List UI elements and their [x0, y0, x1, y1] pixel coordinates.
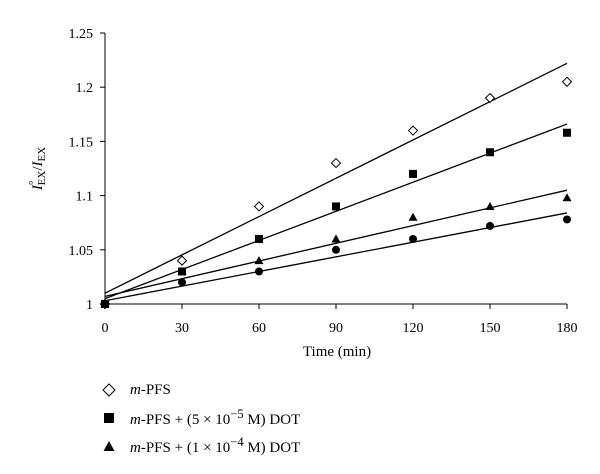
point-triangle-1 — [177, 266, 187, 275]
point-diamond-open-2 — [253, 201, 265, 212]
point-circle-6 — [563, 215, 571, 224]
point-triangle-2 — [254, 256, 264, 265]
y-tick-label: 1.15 — [69, 135, 94, 150]
legend-item-m-pfs-5e-5-dot: m-PFS + (5 × 10−5 M) DOT — [102, 404, 522, 432]
x-tick-label: 120 — [403, 321, 424, 336]
y-tick-label: 1 — [86, 298, 93, 313]
y-tick-label: 1.2 — [76, 81, 94, 96]
point-diamond-open-4 — [407, 125, 419, 136]
x-tick-label: 60 — [252, 321, 266, 336]
point-diamond-open-6 — [561, 76, 573, 87]
tick-labels: 1 1.05 1.1 1.15 1.2 1.25 0 30 60 90 120 150 180 — [69, 27, 578, 336]
legend-label: m-PFS + (1 × 10−4 M) DOT — [130, 435, 301, 456]
data-points — [99, 76, 573, 310]
triangle-icon — [102, 439, 124, 453]
legend-item-m-pfs-1e-4-dot: m-PFS + (1 × 10−4 M) DOT — [102, 432, 522, 460]
x-tick-label: 150 — [480, 321, 501, 336]
point-square-6 — [563, 128, 571, 137]
point-circle-4 — [409, 234, 417, 243]
x-tick-label: 30 — [175, 321, 189, 336]
legend-item-m-pfs: m-PFS — [102, 376, 522, 404]
point-triangle-6 — [562, 193, 572, 202]
point-circle-3 — [332, 245, 340, 254]
legend-label: m-PFS — [130, 381, 171, 398]
point-circle-2 — [255, 267, 263, 276]
point-triangle-5 — [485, 201, 495, 210]
x-tick-label: 0 — [102, 321, 109, 336]
x-axis-title: Time (min) — [303, 344, 371, 360]
point-circle-0 — [101, 300, 109, 308]
y-axis-title: I°EX/IEX — [26, 147, 48, 191]
point-square-2 — [255, 234, 263, 243]
point-circle-1 — [178, 278, 186, 287]
point-triangle-4 — [408, 212, 418, 221]
trendline-series-3 — [104, 212, 568, 302]
point-square-5 — [486, 148, 494, 157]
trendline-series-1 — [104, 123, 568, 300]
y-tick-label: 1.1 — [76, 190, 94, 205]
point-circle-5 — [486, 221, 494, 230]
legend: m-PFS m-PFS + (5 × 10−5 M) DOT m-PFS + (… — [102, 376, 522, 460]
point-triangle-3 — [331, 234, 341, 243]
point-diamond-open-5 — [484, 92, 496, 104]
point-diamond-open-1 — [176, 255, 188, 266]
y-tick-label: 1.25 — [69, 27, 94, 42]
trendline-series-0 — [104, 62, 568, 294]
point-square-4 — [409, 169, 417, 178]
y-tick-label: 1.05 — [69, 244, 94, 259]
legend-label: m-PFS + (5 × 10−5 M) DOT — [130, 407, 301, 428]
chart: 1 1.05 1.1 1.15 1.2 1.25 0 30 60 90 120 150 180 Time… — [26, 27, 578, 360]
axes — [100, 32, 568, 309]
point-diamond-open-3 — [330, 157, 342, 169]
x-tick-label: 180 — [557, 321, 578, 336]
point-square-3 — [332, 202, 340, 211]
trendlines — [104, 62, 568, 302]
x-tick-label: 90 — [329, 321, 343, 336]
square-icon — [102, 411, 124, 425]
diamond-open-icon — [102, 383, 124, 397]
